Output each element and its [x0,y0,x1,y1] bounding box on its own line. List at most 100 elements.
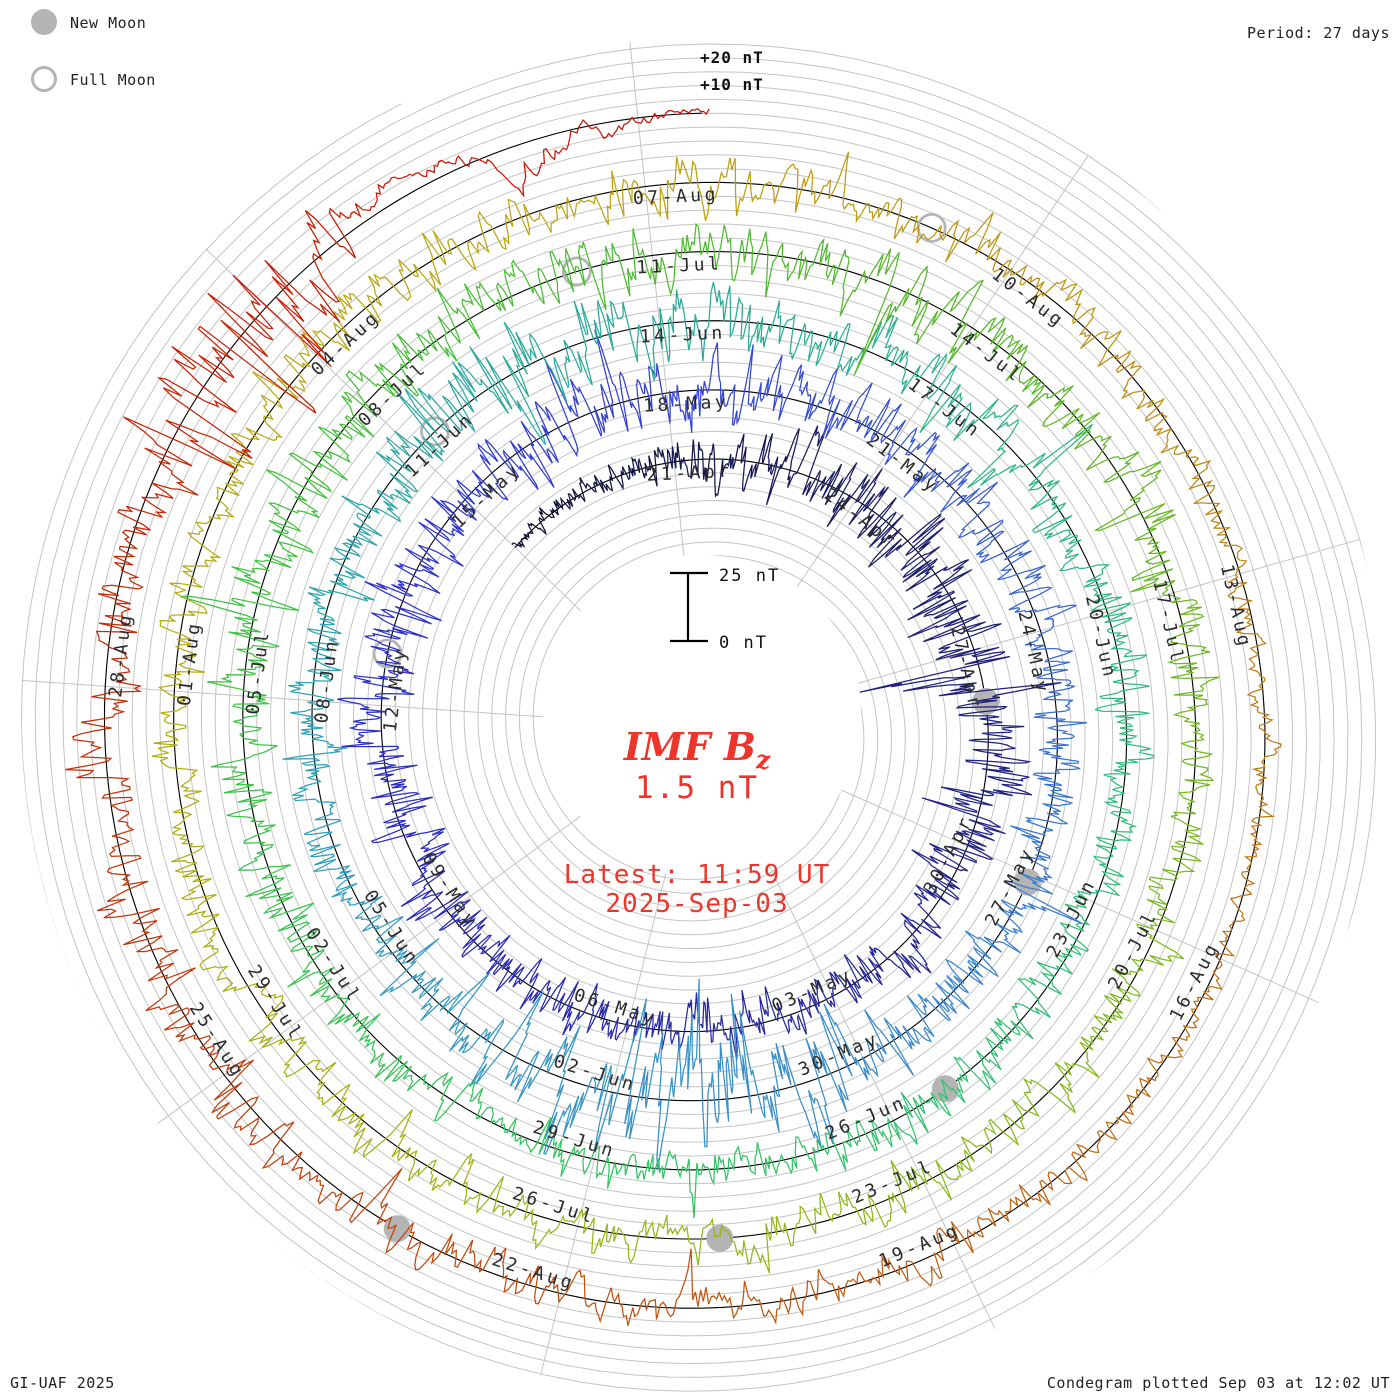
ring-date-label: 05-Jul [242,628,274,716]
imf-bz-trace-segment [861,993,935,1078]
spiral-gridline [21,98,1349,1392]
imf-bz-trace-segment [822,368,907,445]
imf-bz-trace-segment [764,978,836,1035]
imf-bz-trace-segment [337,628,415,705]
imf-bz-trace-segment [182,451,254,567]
imf-bz-trace-segment [558,1248,696,1326]
imf-bz-trace-segment [292,794,352,880]
imf-bz-trace-segment [510,116,639,198]
imf-bz-trace-segment [921,783,1033,854]
radial-nt-labels: +20 nT +10 nT [700,48,764,94]
imf-bz-trace-segment [1164,594,1220,705]
imf-bz-trace-segment [771,151,902,224]
full-moon-marker [561,256,592,287]
imf-bz-trace-segment [920,1113,1026,1201]
imf-bz-trace-segment [180,591,300,698]
imf-bz-trace-segment [438,898,511,975]
ring-date-label: 26-Jul [510,1183,598,1229]
ring-date-label: 22-Aug [489,1249,577,1295]
ring-date-label: 17-Jun [904,374,985,443]
imf-bz-trace-segment [595,1145,698,1219]
imf-bz-trace-segment [499,1117,598,1177]
imf-bz-trace-segment [1010,794,1074,881]
imf-bz-trace-segment [638,107,710,124]
imf-bz-trace-segment [654,222,767,297]
chart-title: IMF Bz [623,724,771,775]
imf-bz-trace-segment [299,259,412,352]
imf-bz-trace-segment [940,481,1030,564]
imf-bz-trace-segment [282,700,348,796]
imf-bz-trace-segment [1024,627,1076,712]
spiral-gridline [21,85,1363,1395]
ring-date-label: 14-Jun [639,322,726,347]
imf-bz-trace-segment [400,841,469,922]
imf-bz-trace-segment [369,155,512,211]
imf-bz-trace-segment [345,316,458,402]
radial-spoke-gridline [534,873,667,1395]
imf-bz-trace-segment [893,198,1013,278]
imf-bz-trace-segment [1227,574,1267,703]
imf-bz-trace-segment [924,930,1000,1021]
imf-bz-trace-segment [211,1059,319,1182]
scale-bar-bottom-label: 0 nT [719,633,768,653]
imf-bz-trace-segment [463,1176,583,1250]
ring-date-label: 12-May [380,645,412,733]
imf-bz-trace-segment [157,565,208,691]
nt-scale-bar: 25 nT 0 nT [670,566,778,653]
imf-bz-trace-segment [156,274,317,460]
ring-date-label: 07-Aug [632,184,719,209]
imf-bz-trace-segment [592,329,671,437]
imf-bz-trace-segment [1077,804,1138,901]
imf-bz-trace-segment [229,343,312,454]
ring-date-label: 01-Aug [174,619,206,707]
imf-bz-trace-segment [853,248,985,376]
imf-bz-trace-segment [774,1003,870,1148]
imf-bz-trace-segment [977,872,1084,954]
imf-bz-trace-segment [947,316,1074,409]
ring-date-label: 15-May [448,459,525,533]
full-moon-marker [372,638,403,669]
radial-spoke-gridline [767,862,1005,1349]
imf-bz-trace-segment [997,550,1077,628]
new-moon-marker [931,1075,959,1103]
imf-bz-trace-segment [1041,385,1162,483]
imf-bz-trace-segment [751,300,851,369]
imf-bz-trace-segment [436,259,545,344]
imf-bz-trace-segment [813,1160,921,1234]
imf-bz-trace-segment [884,426,973,500]
imf-bz-trace-segment [1032,710,1088,799]
imf-bz-trace-segment [266,391,378,500]
full-moon-icon [31,66,57,92]
imf-bz-trace-segment [402,1065,501,1125]
ring-date-label: 18-May [643,392,730,417]
ring-date-label: 06-May [571,985,659,1031]
imf-bz-trace-segment [893,892,942,979]
imf-bz-trace-segment [659,281,754,363]
imf-bz-trace-segment [1011,1026,1104,1120]
imf-bz-trace-segment [737,428,806,506]
imf-bz-trace-segment [829,945,898,1004]
imf-bz-trace-segment [151,689,202,814]
ring-date-label: 19-Aug [876,1219,963,1272]
imf-bz-trace-segment [1097,349,1193,457]
imf-bz-trace-segment [695,1205,817,1274]
latest-value: 1.5 nT [635,770,759,806]
spiral-gridline [62,71,1377,1395]
full-moon-label: Full Moon [70,71,156,89]
imf-bz-trace [65,107,1282,1326]
plus20-nt-label: +20 nT [700,48,764,67]
ring-date-label: 21-May [862,429,943,498]
imf-bz-trace-segment [837,315,948,395]
imf-bz-trace-segment [669,342,748,433]
imf-bz-trace-segment [859,646,1062,717]
imf-bz-trace-segment [341,430,419,537]
imf-bz-trace-segment [307,522,378,610]
ring-date-label: 11-Jul [636,253,723,278]
imf-bz-trace-segment [492,958,567,1013]
imf-bz-trace-segment [1044,529,1132,611]
imf-bz-trace-segment [568,300,663,386]
imf-bz-trace-segment [1094,709,1155,806]
ring-date-label: 08-Jul [354,357,431,431]
